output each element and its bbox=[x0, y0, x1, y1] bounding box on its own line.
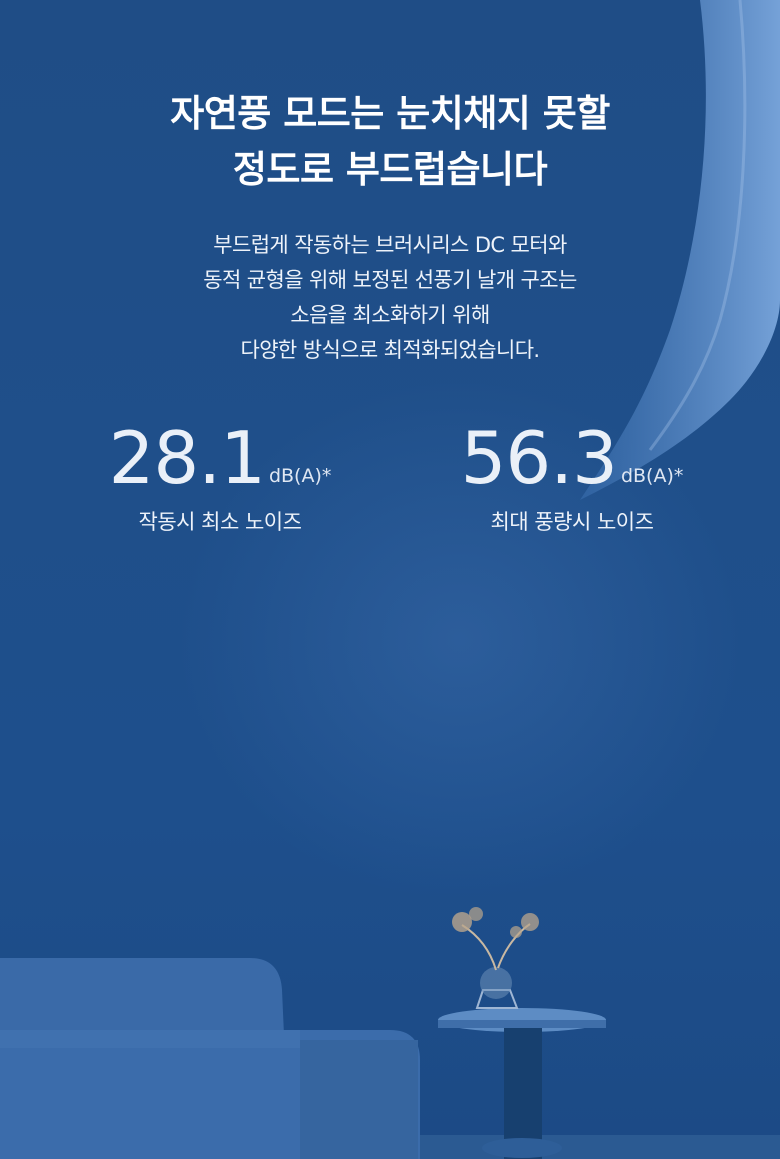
stat-max-noise: 56.3 dB(A)* 최대 풍량시 노이즈 bbox=[452, 410, 692, 536]
stat-value: 28.1 bbox=[108, 416, 266, 500]
description-line-2: 동적 균형을 위해 보정된 선풍기 날개 구조는 bbox=[203, 268, 577, 292]
description: 부드럽게 작동하는 브러시리스 DC 모터와 동적 균형을 위해 보정된 선풍기… bbox=[0, 228, 780, 368]
curtain-illustration bbox=[580, 0, 780, 500]
living-room-illustration bbox=[0, 907, 780, 1159]
side-table-illustration bbox=[438, 1008, 606, 1159]
description-line-3: 소음을 최소화하기 위해 bbox=[290, 303, 490, 327]
stat-label: 최대 풍량시 노이즈 bbox=[490, 510, 654, 534]
stat-unit: dB(A)* bbox=[268, 465, 332, 487]
title-line-2: 정도로 부드럽습니다 bbox=[232, 148, 548, 191]
page-title: 자연풍 모드는 눈치채지 못할 정도로 부드럽습니다 bbox=[0, 86, 780, 198]
stat-label: 작동시 최소 노이즈 bbox=[138, 510, 302, 534]
sofa-illustration bbox=[0, 958, 420, 1159]
stat-unit: dB(A)* bbox=[620, 465, 684, 487]
vase-plant-illustration bbox=[452, 907, 539, 1009]
stat-min-noise: 28.1 dB(A)* 작동시 최소 노이즈 bbox=[100, 410, 340, 536]
description-line-1: 부드럽게 작동하는 브러시리스 DC 모터와 bbox=[213, 233, 567, 257]
background-glow bbox=[180, 380, 740, 900]
description-line-4: 다양한 방식으로 최적화되었습니다. bbox=[240, 338, 540, 362]
stat-value: 56.3 bbox=[460, 416, 618, 500]
title-line-1: 자연풍 모드는 눈치채지 못할 bbox=[170, 92, 610, 135]
